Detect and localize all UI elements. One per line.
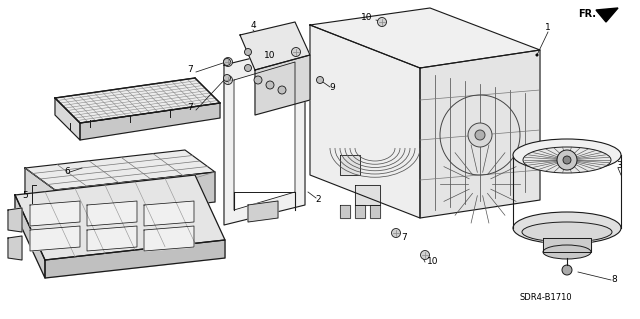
Polygon shape <box>55 172 215 220</box>
Circle shape <box>557 150 577 170</box>
Polygon shape <box>310 25 420 218</box>
Circle shape <box>536 54 538 56</box>
Text: 10: 10 <box>427 257 438 266</box>
Polygon shape <box>55 78 220 123</box>
Polygon shape <box>30 201 80 226</box>
Text: 9: 9 <box>329 83 335 92</box>
Polygon shape <box>30 226 80 251</box>
Ellipse shape <box>523 147 611 173</box>
Polygon shape <box>45 240 225 278</box>
Circle shape <box>223 58 230 65</box>
Polygon shape <box>25 168 55 220</box>
Circle shape <box>392 228 401 238</box>
Polygon shape <box>15 195 45 278</box>
Polygon shape <box>8 208 22 232</box>
Polygon shape <box>370 205 380 218</box>
Circle shape <box>266 81 274 89</box>
Circle shape <box>223 57 232 66</box>
Circle shape <box>244 48 252 56</box>
Text: 4: 4 <box>250 21 256 31</box>
Text: SDR4-B1710: SDR4-B1710 <box>520 293 573 302</box>
Circle shape <box>562 265 572 275</box>
Circle shape <box>420 250 429 259</box>
Circle shape <box>291 48 301 56</box>
Polygon shape <box>87 201 137 226</box>
Polygon shape <box>248 201 278 222</box>
Text: 3: 3 <box>616 160 622 169</box>
Polygon shape <box>340 155 360 175</box>
Circle shape <box>317 77 323 84</box>
Circle shape <box>468 123 492 147</box>
Text: 10: 10 <box>264 50 275 60</box>
Polygon shape <box>355 185 380 205</box>
Polygon shape <box>55 98 80 140</box>
Circle shape <box>223 76 232 85</box>
Polygon shape <box>87 226 137 251</box>
Text: 7: 7 <box>188 103 193 113</box>
Circle shape <box>244 64 252 71</box>
Polygon shape <box>25 150 215 190</box>
Text: 10: 10 <box>360 13 372 23</box>
Polygon shape <box>543 238 591 252</box>
Polygon shape <box>596 8 618 22</box>
Ellipse shape <box>522 222 612 242</box>
Polygon shape <box>144 201 194 226</box>
Polygon shape <box>144 226 194 251</box>
Polygon shape <box>234 62 295 210</box>
Text: 5: 5 <box>22 190 28 199</box>
Polygon shape <box>224 45 305 225</box>
Ellipse shape <box>513 212 621 244</box>
Text: 8: 8 <box>611 276 617 285</box>
Text: 2: 2 <box>315 196 321 204</box>
Text: 1: 1 <box>545 24 551 33</box>
Text: FR.: FR. <box>578 9 596 19</box>
Circle shape <box>254 76 262 84</box>
Polygon shape <box>310 8 540 68</box>
Ellipse shape <box>543 245 591 259</box>
Text: 7: 7 <box>401 234 407 242</box>
Polygon shape <box>255 55 310 115</box>
Polygon shape <box>15 175 225 260</box>
Text: 6: 6 <box>64 167 70 176</box>
Polygon shape <box>80 103 220 140</box>
Polygon shape <box>420 50 540 218</box>
Circle shape <box>223 75 230 81</box>
Circle shape <box>475 130 485 140</box>
Ellipse shape <box>513 139 621 171</box>
Text: 7: 7 <box>188 65 193 75</box>
Polygon shape <box>340 205 350 218</box>
Circle shape <box>278 86 286 94</box>
Polygon shape <box>240 22 310 70</box>
Polygon shape <box>355 205 365 218</box>
Circle shape <box>378 18 387 26</box>
Polygon shape <box>8 236 22 260</box>
Circle shape <box>563 156 571 164</box>
